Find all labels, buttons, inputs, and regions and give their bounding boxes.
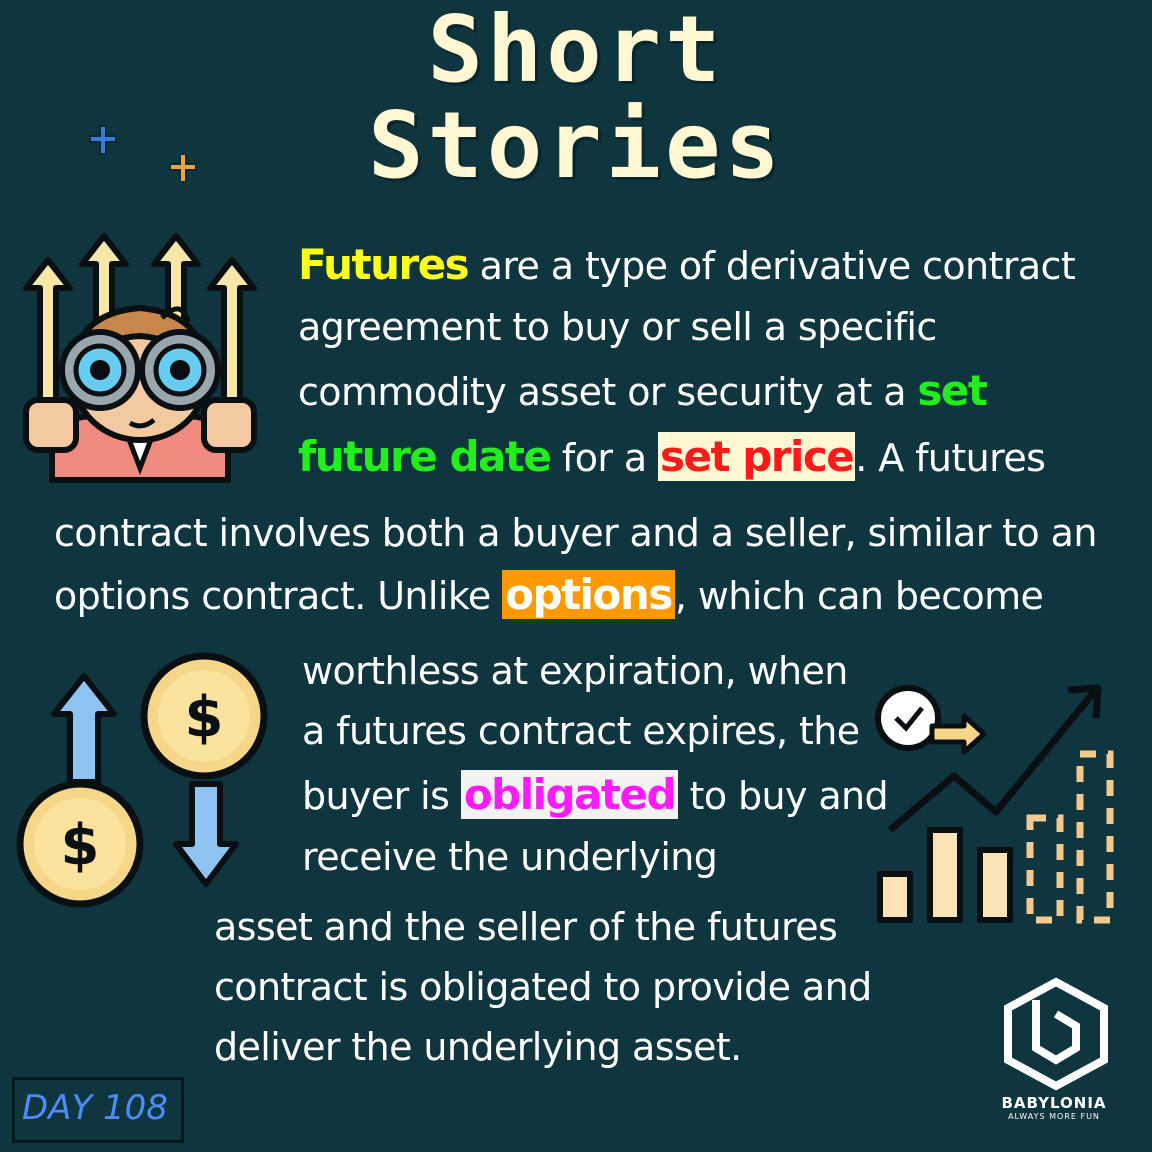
brand-name: BABYLONIA xyxy=(1001,1094,1107,1112)
paragraph-line-5: contract involves both a buyer and a sel… xyxy=(54,511,1097,555)
keyword-futures: Futures xyxy=(298,240,470,289)
growth-chart-icon xyxy=(875,684,1114,924)
dollar-up-down-icon: $ $ xyxy=(16,652,268,908)
day-badge xyxy=(12,1077,184,1143)
paragraph-line-9: buyer is obligated to buy and xyxy=(302,764,889,827)
paragraph-line-12: contract is obligated to provide and xyxy=(214,965,872,1009)
text-span: buyer is xyxy=(302,774,461,818)
keyword-future-date: future date xyxy=(298,432,552,481)
keyword-obligated: obligated xyxy=(460,770,679,819)
brand-tagline: ALWAYS MORE FUN xyxy=(1008,1112,1100,1121)
text-span: commodity asset or security at a xyxy=(298,370,918,414)
text-span: for a xyxy=(550,436,659,480)
paragraph-line-8: a futures contract expires, the xyxy=(302,709,860,753)
paragraph-line-6: options contract. Unlike options, which … xyxy=(54,564,1044,627)
text-span: to buy and xyxy=(678,774,889,818)
keyword-set-price: set price xyxy=(658,432,856,481)
text-span: are a type of derivative contract xyxy=(468,244,1076,288)
paragraph-line-11: asset and the seller of the futures xyxy=(214,905,838,949)
title-line-1: Short xyxy=(427,0,725,103)
keyword-set: set xyxy=(917,366,988,415)
binoculars-investor-icon xyxy=(23,233,257,483)
sparkle-icon xyxy=(89,125,197,183)
title-line-2: Stories xyxy=(368,92,784,199)
paragraph-line-13: deliver the underlying asset. xyxy=(214,1025,742,1069)
babylonia-logo-icon xyxy=(1004,977,1108,1091)
text-span: options contract. Unlike xyxy=(54,574,503,618)
text-span: , which can become xyxy=(674,574,1044,618)
paragraph-line-1: Futures are a type of derivative contrac… xyxy=(298,234,1076,297)
svg-text:$: $ xyxy=(185,685,224,750)
day-label: DAY 108 xyxy=(22,1088,168,1128)
svg-text:$: $ xyxy=(61,813,100,878)
text-span: . A futures xyxy=(855,436,1046,480)
paragraph-line-7: worthless at expiration, when xyxy=(302,649,848,693)
paragraph-line-10: receive the underlying xyxy=(302,835,718,879)
paragraph-line-4: future date for a set price. A futures xyxy=(298,426,1046,489)
paragraph-line-3: commodity asset or security at a set xyxy=(298,360,988,423)
paragraph-line-2: agreement to buy or sell a specific xyxy=(298,305,937,349)
keyword-options: options xyxy=(502,570,675,619)
